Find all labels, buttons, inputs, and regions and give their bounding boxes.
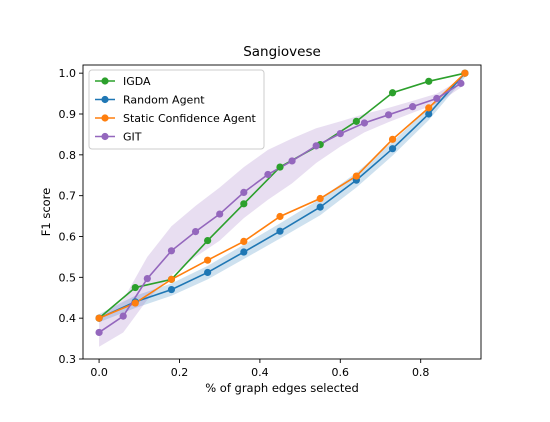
x-tick-label: 0.8 [412, 366, 430, 379]
igda-point [204, 236, 212, 245]
y-tick-label: 0.5 [59, 271, 77, 284]
git-legend-marker [101, 132, 109, 141]
igda-point [425, 77, 433, 85]
y-tick-label: 0.3 [59, 353, 77, 366]
random-agent-point [276, 227, 284, 235]
static-confidence-agent-point [95, 314, 103, 322]
x-tick-label: 0.6 [332, 366, 350, 379]
random-agent-legend-label: Random Agent [123, 94, 205, 107]
igda-legend-marker [101, 77, 109, 85]
git-point [457, 79, 465, 87]
git-point [433, 94, 441, 103]
static-confidence-agent-point [167, 275, 176, 283]
static-confidence-agent-legend-marker [101, 114, 109, 122]
static-confidence-agent-point [131, 299, 139, 307]
y-tick-label: 0.9 [59, 108, 77, 121]
git-point [95, 328, 103, 337]
x-tick-label: 0.4 [251, 366, 269, 379]
y-tick-label: 0.8 [59, 149, 77, 162]
git-point [240, 188, 248, 196]
random-agent-point [388, 145, 397, 153]
series-markers [95, 69, 469, 337]
git-point [143, 274, 151, 283]
static-confidence-agent-point [425, 104, 433, 112]
legend-box [88, 69, 265, 150]
igda-point [276, 163, 284, 171]
random-agent-point [167, 285, 176, 294]
git-point [409, 103, 417, 111]
random-agent-point [240, 248, 248, 256]
git-point [216, 210, 224, 218]
random-agent-point [316, 203, 324, 211]
y-axis-label: F1 score [39, 188, 53, 237]
static-confidence-agent-point [316, 194, 324, 203]
git-point [119, 312, 127, 320]
static-confidence-agent-point [204, 256, 212, 264]
static-confidence-agent-point [352, 172, 360, 180]
x-tick-label: 0.0 [90, 366, 108, 379]
y-tick-label: 1.0 [59, 67, 77, 80]
plot-frame [82, 64, 482, 360]
git-point [191, 228, 200, 236]
y-axis-ticks: 0.3 0.4 0.5 0.6 0.7 0.8 0.9 1.0 [59, 67, 83, 366]
x-tick-label: 0.2 [171, 366, 189, 379]
static-confidence-agent-point [388, 135, 397, 143]
git-point [288, 157, 296, 165]
git-point [384, 111, 393, 119]
y-tick-label: 0.6 [59, 231, 77, 244]
git-point [336, 130, 344, 138]
chart-title: Sangiovese [243, 44, 321, 60]
y-tick-label: 0.7 [59, 190, 77, 203]
git-confidence-band [99, 79, 461, 347]
igda-point [131, 283, 139, 292]
igda-point [388, 89, 397, 97]
git-legend-label: GIT [123, 131, 142, 144]
igda-legend-label: IGDA [123, 75, 151, 88]
random-agent-point [204, 268, 212, 277]
static-confidence-agent-legend-label: Static Confidence Agent [123, 112, 257, 125]
static-confidence-agent-point [461, 69, 469, 77]
igda-point [352, 117, 360, 125]
git-point [312, 142, 320, 150]
igda-point [240, 200, 248, 208]
legend: IGDA Random Agent Static Confidence Agent G… [88, 69, 265, 150]
random-agent-legend-marker [101, 95, 109, 104]
y-tick-label: 0.4 [59, 312, 77, 325]
static-confidence-agent-point [276, 212, 284, 221]
git-point [360, 119, 369, 127]
git-point [264, 170, 272, 179]
random-agent-point [425, 110, 433, 118]
static-confidence-agent-point [240, 237, 248, 245]
git-point [167, 247, 176, 255]
x-axis-ticks: 0.0 0.2 0.4 0.6 0.8 [90, 359, 429, 379]
x-axis-label: % of graph edges selected [205, 381, 359, 395]
